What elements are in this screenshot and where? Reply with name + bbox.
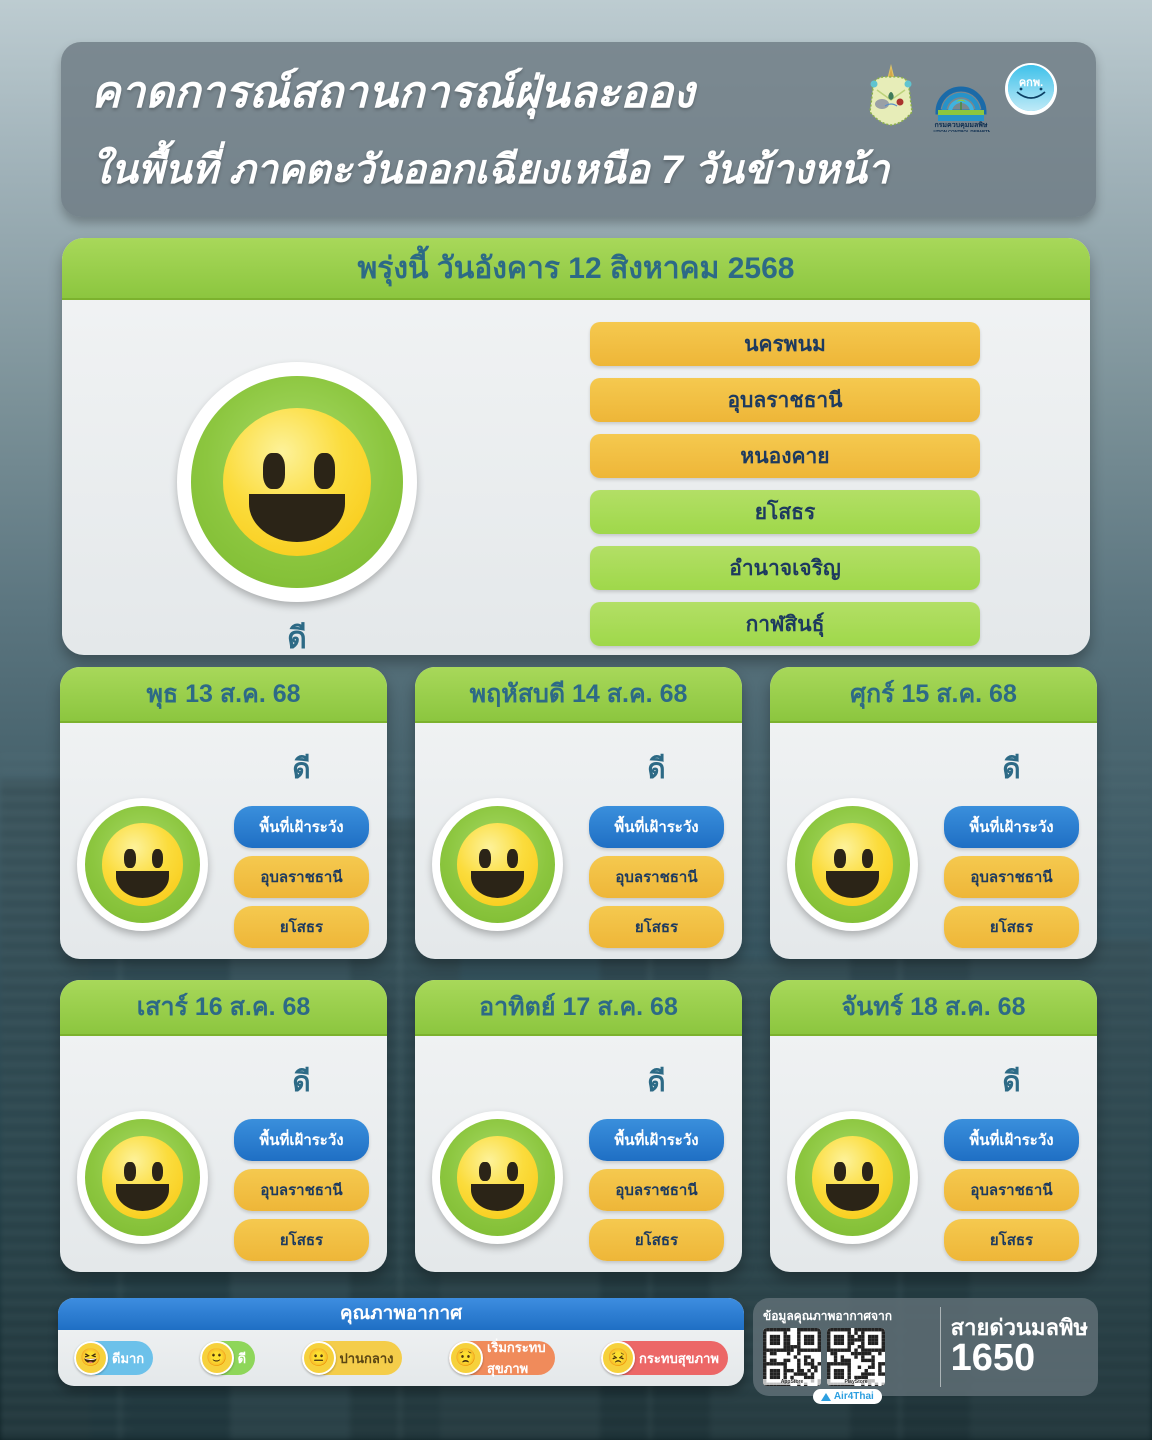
svg-text:คกพ.: คกพ. [1019,77,1043,89]
svg-text:POLLUTION CONTROL DEPARTMENT: POLLUTION CONTROL DEPARTMENT [932,129,990,132]
svg-text:กรมควบคุมมลพิษ: กรมควบคุมมลพิษ [934,121,987,129]
